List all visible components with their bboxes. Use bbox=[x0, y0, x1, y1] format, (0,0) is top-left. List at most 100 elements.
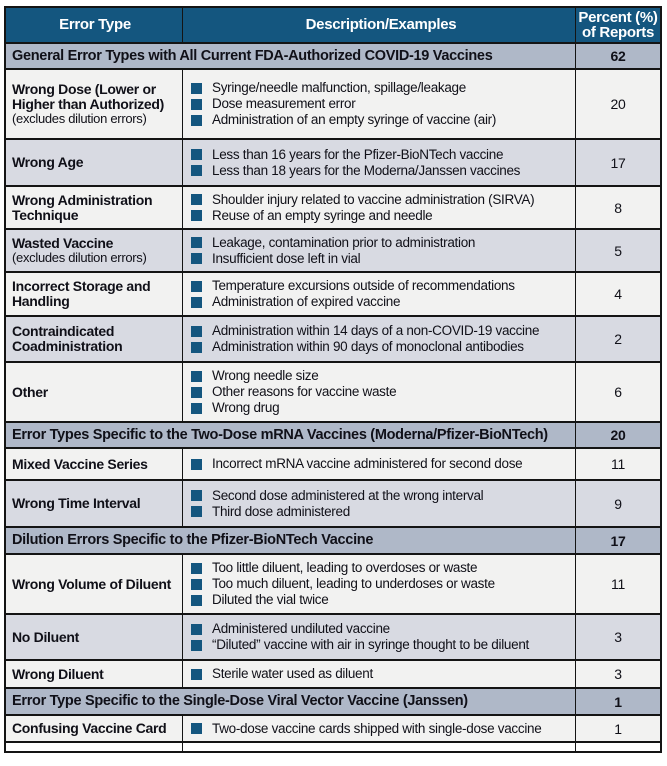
error-type-note: (excludes dilution errors) bbox=[12, 249, 147, 265]
example-item: Less than 16 years for the Pfizer-BioNTe… bbox=[191, 147, 571, 163]
error-type-cell: Wrong Time Interval bbox=[6, 481, 183, 526]
cutoff-cell bbox=[576, 743, 660, 751]
example-text: Administration of expired vaccine bbox=[212, 294, 401, 309]
example-text: Wrong drug bbox=[212, 400, 280, 415]
percent-value: 11 bbox=[576, 555, 660, 613]
error-type-label: Wrong Administration Technique bbox=[12, 191, 153, 223]
table-row: Wrong Dose (Lower or Higher than Authori… bbox=[6, 70, 660, 140]
table-row: Wrong Volume of Diluent Too little diluen… bbox=[6, 555, 660, 615]
table-row: Mixed Vaccine Series Incorrect mRNA vacci… bbox=[6, 449, 660, 481]
example-item: Diluted the vial twice bbox=[191, 592, 571, 608]
error-type-cell: Wrong Age bbox=[6, 140, 183, 185]
error-type-label: Wrong Diluent bbox=[12, 665, 104, 682]
error-type-label: Wrong Dose (Lower or Higher than Authori… bbox=[12, 80, 165, 112]
example-text: Syringe/needle malfunction, spillage/lea… bbox=[212, 80, 466, 95]
description-examples-cell: Two-dose vaccine cards shipped with sing… bbox=[183, 716, 576, 741]
error-type-cell: Confusing Vaccine Card bbox=[6, 716, 183, 741]
percent-value: 11 bbox=[576, 449, 660, 479]
example-text: Too much diluent, leading to underdoses … bbox=[212, 576, 495, 591]
example-text: Two-dose vaccine cards shipped with sing… bbox=[212, 720, 542, 736]
error-type-cell: No Diluent bbox=[6, 615, 183, 659]
error-type-cell: Contraindicated Coadministration bbox=[6, 317, 183, 361]
error-type-cell: Other bbox=[6, 363, 183, 421]
percent-value: 20 bbox=[576, 70, 660, 138]
description-examples-cell: Shoulder injury related to vaccine admin… bbox=[183, 187, 576, 228]
example-text: Administration within 14 days of a non-C… bbox=[212, 323, 540, 338]
example-item: Third dose administered bbox=[191, 504, 571, 520]
table-body: General Error Types with All Current FDA… bbox=[6, 44, 660, 751]
example-item: Administration within 90 days of monoclo… bbox=[191, 339, 571, 355]
error-type-label: Other bbox=[12, 383, 48, 400]
example-text: Less than 16 years for the Pfizer-BioNTe… bbox=[212, 146, 504, 162]
example-text: Reuse of an empty syringe and needle bbox=[212, 207, 433, 223]
square-bullet-icon bbox=[191, 194, 202, 205]
section-header-label: Dilution Errors Specific to the Pfizer-B… bbox=[6, 528, 576, 553]
table-row: Other Wrong needle size Other reasons for … bbox=[6, 363, 660, 423]
percent-value: 8 bbox=[576, 187, 660, 228]
error-type-cell: Wrong Volume of Diluent bbox=[6, 555, 183, 613]
vaccine-error-table: Error Type Description/Examples Percent … bbox=[4, 6, 662, 753]
example-item: Second dose administered at the wrong in… bbox=[191, 488, 571, 504]
error-type-label: Confusing Vaccine Card bbox=[12, 720, 167, 736]
error-type-label: Wrong Time Interval bbox=[12, 495, 141, 511]
table-row: Wrong Age Less than 16 years for the Pfiz… bbox=[6, 140, 660, 187]
table-row: Wrong Diluent Sterile water used as dilue… bbox=[6, 661, 660, 689]
percent-value: 1 bbox=[576, 716, 660, 741]
error-type-label: Wrong Age bbox=[12, 154, 84, 170]
description-examples-cell: Wrong needle size Other reasons for vacci… bbox=[183, 363, 576, 421]
example-text: Insufficient dose left in vial bbox=[212, 250, 361, 266]
example-text: Less than 18 years for the Moderna/Janss… bbox=[212, 162, 521, 178]
square-bullet-icon bbox=[191, 623, 202, 635]
square-bullet-icon bbox=[191, 578, 202, 590]
percent-value: 3 bbox=[576, 615, 660, 659]
example-item: Other reasons for vaccine waste bbox=[191, 384, 571, 400]
description-examples-cell: Too little diluent, leading to overdoses… bbox=[183, 555, 576, 613]
square-bullet-icon bbox=[191, 490, 202, 501]
description-examples-cell: Less than 16 years for the Pfizer-BioNTe… bbox=[183, 140, 576, 185]
section-percent-value: 17 bbox=[576, 528, 660, 553]
example-text: Wrong needle size bbox=[212, 368, 319, 383]
percent-value: 6 bbox=[576, 363, 660, 421]
table-row: Incorrect Storage and Handling Temperatur… bbox=[6, 273, 660, 317]
square-bullet-icon bbox=[191, 210, 202, 221]
section-header-label: Error Types Specific to the Two-Dose mRN… bbox=[6, 423, 576, 447]
table-row: Wrong Administration Technique Shoulder i… bbox=[6, 187, 660, 230]
section-percent-value: 62 bbox=[576, 44, 660, 68]
error-type-label: No Diluent bbox=[12, 628, 79, 645]
description-examples-cell: Second dose administered at the wrong in… bbox=[183, 481, 576, 526]
example-item: Two-dose vaccine cards shipped with sing… bbox=[191, 721, 571, 737]
description-examples-cell: Administration within 14 days of a non-C… bbox=[183, 317, 576, 361]
example-text: Administration of an empty syringe of va… bbox=[212, 112, 497, 127]
error-type-note: (excludes dilution errors) bbox=[12, 110, 147, 126]
table-row: Wrong Time Interval Second dose administe… bbox=[6, 481, 660, 528]
example-item: Administration of an empty syringe of va… bbox=[191, 112, 571, 128]
square-bullet-icon bbox=[191, 325, 202, 337]
description-examples-cell: Sterile water used as diluent bbox=[183, 661, 576, 687]
example-text: Administration within 90 days of monoclo… bbox=[212, 339, 524, 354]
example-item: Temperature excursions outside of recomm… bbox=[191, 278, 571, 294]
square-bullet-icon bbox=[191, 639, 202, 651]
example-item: “Diluted” vaccine with air in syringe th… bbox=[191, 637, 571, 653]
error-type-label: Contraindicated Coadministration bbox=[12, 323, 123, 354]
table-row: Confusing Vaccine Card Two-dose vaccine c… bbox=[6, 716, 660, 743]
example-text: Other reasons for vaccine waste bbox=[212, 384, 397, 399]
percent-value: 4 bbox=[576, 273, 660, 315]
table-row: Contraindicated Coadministration Administ… bbox=[6, 317, 660, 363]
column-header-percent-of-reports: Percent (%) of Reports bbox=[576, 8, 660, 42]
example-text: Leakage, contamination prior to administ… bbox=[212, 234, 476, 250]
example-text: Administered undiluted vaccine bbox=[212, 621, 390, 636]
square-bullet-icon bbox=[191, 594, 202, 606]
error-type-label: Mixed Vaccine Series bbox=[12, 455, 148, 472]
section-percent-value: 20 bbox=[576, 423, 660, 447]
example-text: Second dose administered at the wrong in… bbox=[212, 487, 484, 503]
column-header-description-examples: Description/Examples bbox=[183, 8, 576, 42]
example-item: Less than 18 years for the Moderna/Janss… bbox=[191, 163, 571, 179]
error-type-label: Wasted Vaccine bbox=[12, 234, 114, 251]
square-bullet-icon bbox=[191, 562, 202, 574]
column-header-error-type: Error Type bbox=[6, 8, 183, 42]
error-type-cell: Wrong Dose (Lower or Higher than Authori… bbox=[6, 70, 183, 138]
error-type-cell: Wasted Vaccine (excludes dilution errors) bbox=[6, 230, 183, 271]
example-item: Insufficient dose left in vial bbox=[191, 251, 571, 267]
section-header-row: Error Types Specific to the Two-Dose mRN… bbox=[6, 423, 660, 449]
example-item: Administered undiluted vaccine bbox=[191, 621, 571, 637]
